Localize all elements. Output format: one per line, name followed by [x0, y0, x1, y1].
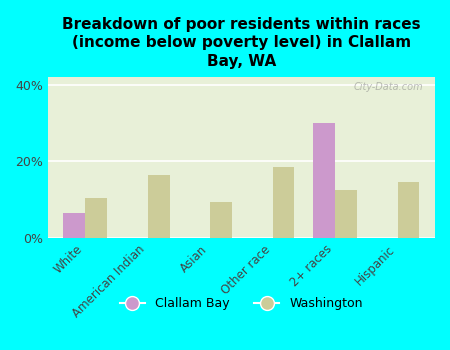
- Bar: [148, 175, 170, 238]
- Title: Breakdown of poor residents within races
(income below poverty level) in Clallam: Breakdown of poor residents within races…: [62, 17, 421, 69]
- Bar: [313, 123, 335, 238]
- Text: City-Data.com: City-Data.com: [354, 82, 423, 92]
- Bar: [397, 182, 419, 238]
- Bar: [335, 190, 357, 238]
- Bar: [63, 213, 85, 238]
- Bar: [273, 167, 294, 238]
- Bar: [210, 202, 232, 238]
- Legend: Clallam Bay, Washington: Clallam Bay, Washington: [115, 293, 368, 315]
- Bar: [85, 198, 107, 238]
